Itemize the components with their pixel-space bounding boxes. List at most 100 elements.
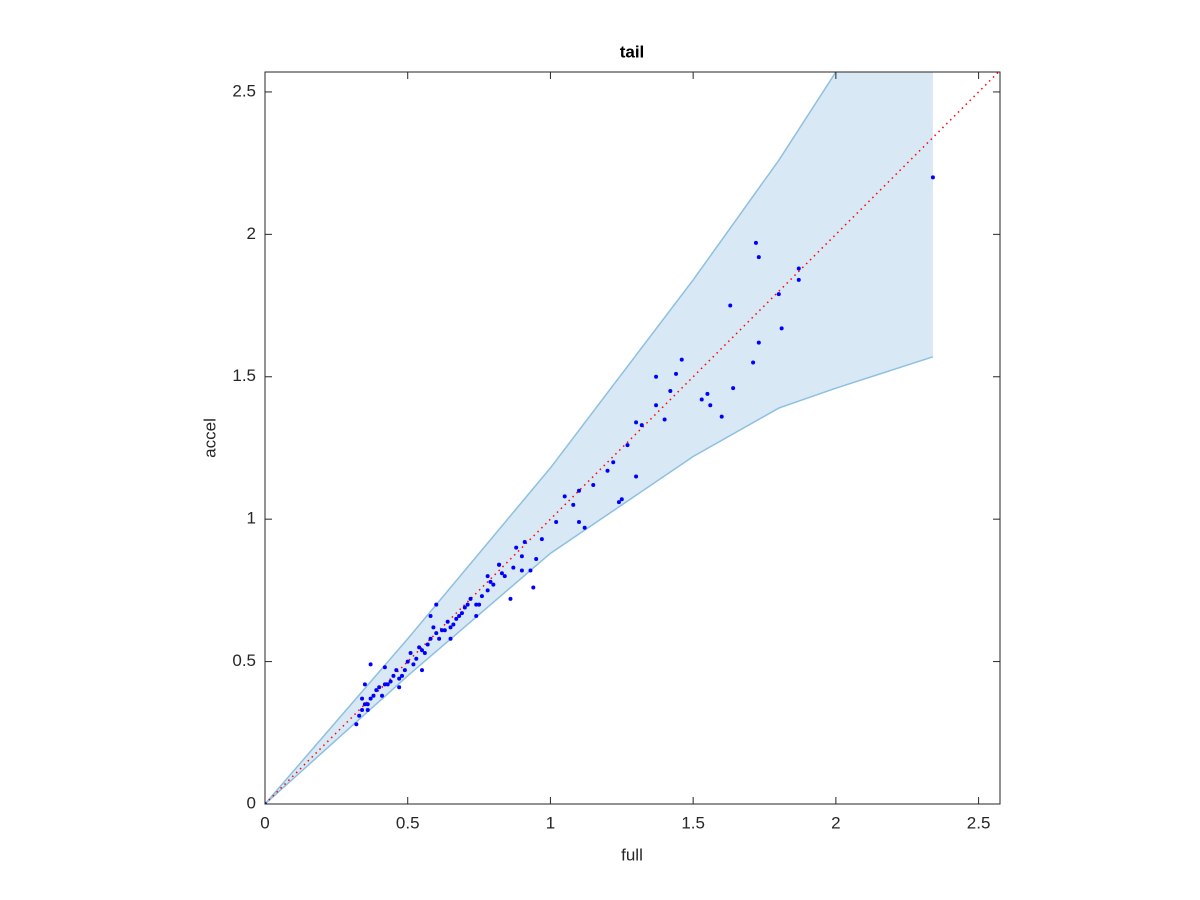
data-point — [719, 414, 724, 419]
data-point — [796, 277, 801, 282]
data-point — [479, 594, 484, 599]
y-tick-label: 0 — [247, 793, 256, 812]
band-lower-edge — [265, 356, 934, 804]
data-point — [679, 357, 684, 362]
data-point — [394, 668, 399, 673]
data-point — [425, 642, 430, 647]
data-point — [428, 614, 433, 619]
data-point — [360, 708, 365, 713]
data-point — [414, 656, 419, 661]
data-point — [756, 255, 761, 260]
data-point — [731, 386, 736, 391]
data-point — [454, 616, 459, 621]
data-point — [445, 619, 450, 624]
data-point — [419, 648, 424, 653]
data-point — [474, 614, 479, 619]
data-point — [519, 554, 524, 559]
data-point — [442, 628, 447, 633]
data-point — [591, 482, 596, 487]
data-point — [930, 175, 935, 180]
data-point — [459, 611, 464, 616]
data-point — [539, 537, 544, 542]
data-point — [422, 651, 427, 656]
data-point — [382, 682, 387, 687]
data-point — [634, 420, 639, 425]
data-point — [408, 651, 413, 656]
data-point — [465, 602, 470, 607]
data-point — [625, 443, 630, 448]
data-point — [508, 596, 513, 601]
data-point — [488, 579, 493, 584]
data-point — [385, 682, 390, 687]
data-point — [654, 403, 659, 408]
data-point — [514, 545, 519, 550]
data-point — [434, 631, 439, 636]
data-point — [360, 696, 365, 701]
data-point — [576, 520, 581, 525]
data-point — [388, 679, 393, 684]
data-point — [477, 602, 482, 607]
data-point — [365, 702, 370, 707]
data-point — [654, 374, 659, 379]
data-point — [728, 303, 733, 308]
data-point — [368, 662, 373, 667]
axes-frame — [264, 71, 1001, 805]
data-point — [374, 688, 379, 693]
chart-title: tail — [620, 42, 645, 61]
data-point — [639, 423, 644, 428]
data-point — [434, 602, 439, 607]
plot — [265, 72, 1000, 804]
data-point — [776, 292, 781, 297]
data-point — [485, 588, 490, 593]
data-point — [365, 708, 370, 713]
data-point — [708, 403, 713, 408]
data-point — [699, 397, 704, 402]
data-point — [382, 665, 387, 670]
data-point — [616, 500, 621, 505]
data-point — [371, 693, 376, 698]
data-point — [582, 525, 587, 530]
data-point — [474, 602, 479, 607]
data-point — [377, 685, 382, 690]
x-tick-label: 1 — [546, 813, 555, 832]
x-tick-label: 1.5 — [681, 813, 705, 832]
axes: 0 0.5 1 1.5 2 2.5 0 0.5 1 1.5 2 2.5 — [232, 71, 1001, 832]
data-point — [796, 266, 801, 271]
data-point — [457, 614, 462, 619]
y-tick-label: 1 — [247, 509, 256, 528]
data-point — [668, 389, 673, 394]
data-point — [571, 502, 576, 507]
data-point — [611, 460, 616, 465]
data-point — [605, 468, 610, 473]
data-point — [462, 605, 467, 610]
data-point — [400, 673, 405, 678]
data-point — [448, 636, 453, 641]
data-point — [439, 628, 444, 633]
data-point — [431, 625, 436, 630]
data-point — [362, 682, 367, 687]
x-tick-label: 0.5 — [396, 813, 420, 832]
data-point — [534, 557, 539, 562]
x-tick-label: 2.5 — [967, 813, 991, 832]
data-point — [756, 340, 761, 345]
data-point — [448, 625, 453, 630]
data-point — [419, 668, 424, 673]
data-point — [531, 585, 536, 590]
data-point — [562, 494, 567, 499]
x-axis-label: full — [621, 845, 643, 864]
data-point — [619, 497, 624, 502]
data-point — [751, 360, 756, 365]
x-tick-label: 2 — [831, 813, 840, 832]
data-point — [634, 474, 639, 479]
y-tick-label: 2 — [247, 224, 256, 243]
band-upper-edge — [265, 72, 837, 804]
data-point — [674, 371, 679, 376]
data-point — [437, 636, 442, 641]
data-point — [502, 574, 507, 579]
y-tick-label: 1.5 — [232, 366, 256, 385]
data-point — [554, 520, 559, 525]
data-point — [576, 488, 581, 493]
confidence-band — [265, 72, 933, 804]
